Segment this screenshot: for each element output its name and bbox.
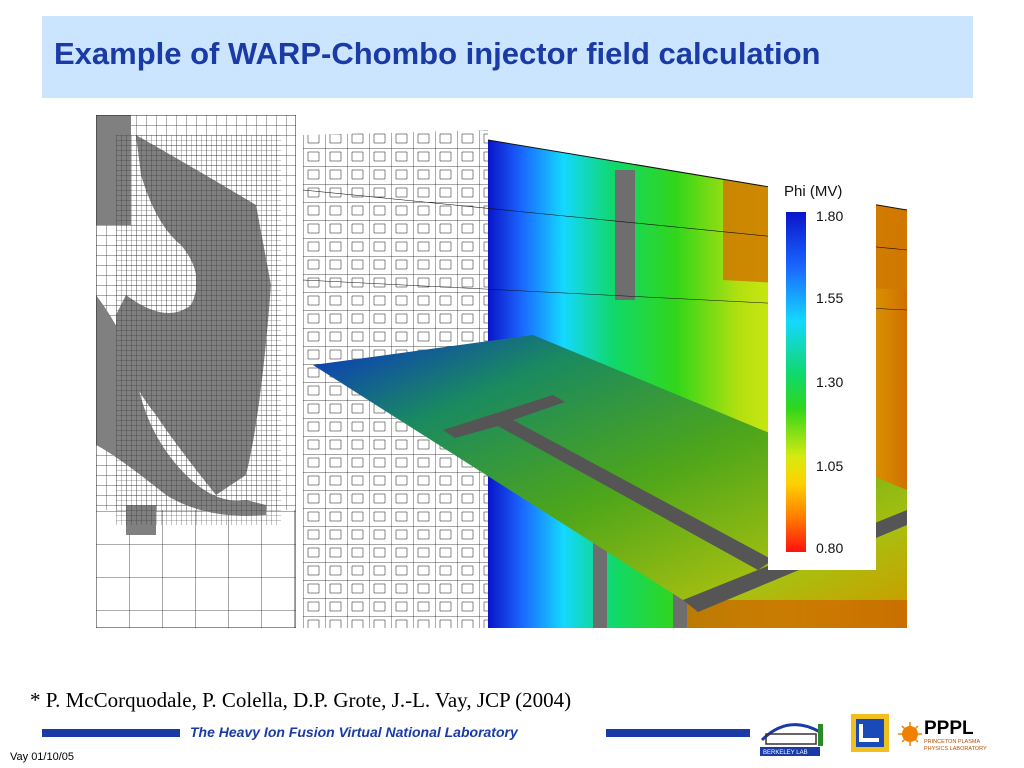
- footer-divider-left: [42, 729, 180, 737]
- pppl-logo: PPPL PRINCETON PLASMA PHYSICS LABORATORY: [898, 718, 987, 752]
- colorbar-gradient: [786, 212, 806, 552]
- colorbar-tick: 1.05: [816, 458, 844, 474]
- colorbar-tick: 1.80: [816, 208, 844, 224]
- berkeley-lab-text: BERKELEY LAB: [763, 750, 808, 756]
- title-bar: Example of WARP-Chombo injector field ca…: [42, 16, 973, 98]
- colorbar-legend: Phi (MV) 1.80 1.55 1.30 1.05 0.80: [768, 178, 876, 570]
- berkeley-lab-logo: BERKELEY LAB: [760, 723, 823, 756]
- pppl-text: PPPL: [924, 718, 974, 739]
- citation: * P. McCorquodale, P. Colella, D.P. Grot…: [30, 688, 572, 712]
- colorbar-tick: 1.55: [816, 290, 844, 306]
- pppl-subtext-2: PHYSICS LABORATORY: [924, 746, 987, 752]
- footer-label: The Heavy Ion Fusion Virtual National La…: [190, 724, 518, 740]
- pppl-subtext-1: PRINCETON PLASMA: [924, 739, 980, 745]
- date-stamp: Vay 01/10/05: [10, 751, 75, 763]
- colorbar-tick: 1.30: [816, 374, 844, 390]
- slide-title: Example of WARP-Chombo injector field ca…: [54, 36, 821, 71]
- amr-grid-figure: [96, 115, 296, 628]
- colorbar-title: Phi (MV): [784, 183, 843, 200]
- doe-logo: [851, 714, 889, 752]
- colorbar-tick: 0.80: [816, 540, 844, 556]
- footer-divider-right: [606, 729, 750, 737]
